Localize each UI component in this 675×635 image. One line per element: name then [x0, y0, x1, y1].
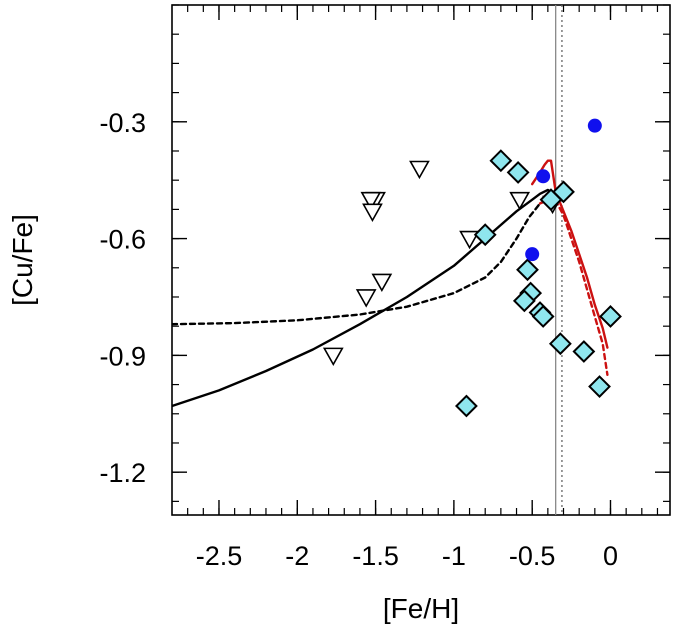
x-tick-label: -1 — [442, 541, 466, 571]
triangle-marker — [509, 191, 531, 211]
circle-marker — [587, 118, 602, 133]
x-tick-label: -1.5 — [352, 541, 399, 571]
triangle-marker — [362, 203, 383, 222]
triangle-marker — [322, 347, 344, 367]
diamond-marker — [516, 258, 539, 282]
diamond-marker — [572, 340, 596, 363]
y-tick-label: -0.3 — [99, 108, 146, 138]
circle-marker — [525, 247, 540, 262]
data-points — [322, 118, 622, 418]
vertical-reference-lines — [555, 5, 563, 515]
x-tick-label: -0.5 — [509, 541, 556, 571]
diamond-marker — [489, 149, 513, 173]
circle-marker — [536, 169, 551, 184]
x-axis-label: [Fe/H] — [383, 593, 459, 624]
triangle-marker — [459, 230, 480, 250]
axis-ticks — [172, 4, 670, 515]
diamond-marker — [588, 375, 611, 398]
triangle-marker — [409, 160, 430, 180]
diamond-marker — [599, 305, 622, 328]
diamond-marker — [455, 394, 478, 418]
x-tick-label: -2.5 — [196, 541, 243, 571]
triangle-marker — [371, 273, 393, 293]
diamond-marker — [548, 332, 572, 356]
y-axis-label: [Cu/Fe] — [7, 214, 38, 306]
x-tick-label: 0 — [603, 541, 618, 571]
y-tick-label: -0.6 — [99, 225, 146, 255]
diamond-marker — [512, 289, 536, 313]
curve-model-solid-red — [531, 159, 609, 349]
y-tick-label: -1.2 — [99, 458, 146, 488]
y-tick-label: -0.9 — [99, 341, 146, 371]
triangle-marker — [360, 191, 382, 211]
axis-tick-labels: -2.5 -2 -1.5 -1 -0.5 0 -0.3 -0.6 -0.9 -1.2 — [99, 108, 618, 571]
curve-model-dashed-red — [538, 196, 609, 376]
diamond-marker — [506, 160, 530, 184]
triangle-marker — [355, 289, 377, 308]
diamond-marker — [473, 223, 497, 247]
curve-model-solid-black — [172, 188, 553, 408]
x-tick-label: -2 — [285, 541, 309, 571]
plot-frame — [171, 4, 671, 516]
diamond-marker — [531, 305, 555, 328]
diamond-marker — [539, 188, 563, 212]
curve-model-dashed-black — [172, 198, 549, 326]
